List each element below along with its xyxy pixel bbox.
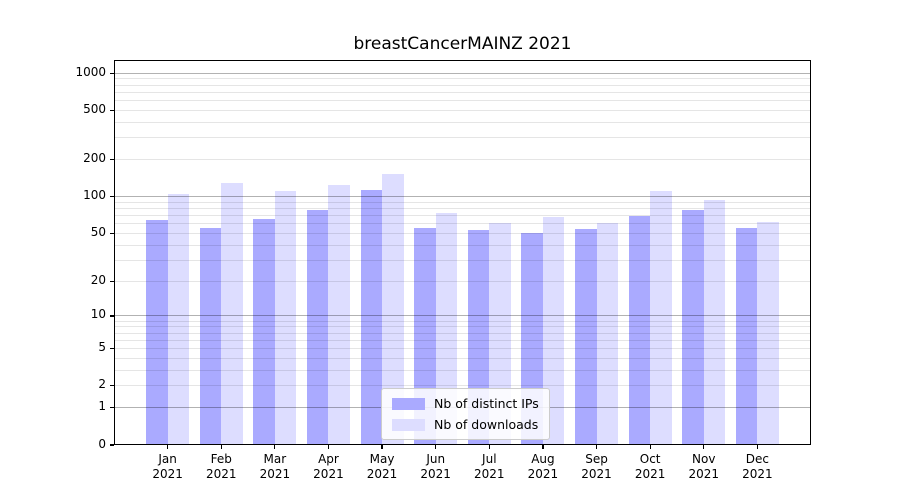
bar-jan-downloads	[167, 194, 190, 445]
bar-may-downloads	[382, 174, 404, 445]
y-tick-label: 0	[98, 436, 106, 451]
bar-may-distinct-ips	[360, 190, 383, 445]
bar-sep-distinct-ips	[575, 229, 597, 445]
x-tick-mark	[756, 445, 758, 449]
bar-nov-distinct-ips	[682, 209, 704, 445]
y-tick-label: 20	[90, 272, 106, 287]
bar-oct-distinct-ips	[628, 215, 651, 445]
y-tick-label: 1	[98, 399, 106, 414]
legend-label-downloads: Nb of downloads	[434, 417, 539, 432]
x-tick-label: Dec 2021	[742, 452, 773, 481]
bar-feb-distinct-ips	[199, 228, 222, 445]
y-tick-label: 100	[83, 188, 106, 203]
x-tick-label: Jun 2021	[420, 452, 451, 481]
x-tick-label: Aug 2021	[527, 452, 559, 481]
legend-entry-distinct-ips: Nb of distinct IPs	[392, 396, 539, 411]
major-gridline	[114, 196, 811, 198]
minor-gridline	[114, 91, 811, 93]
x-tick-label: Nov 2021	[688, 452, 720, 481]
x-tick-label: Oct 2021	[634, 452, 666, 481]
legend-swatch-distinct-ips-icon	[392, 397, 425, 410]
bar-dec-downloads	[757, 222, 779, 445]
x-tick-mark	[220, 445, 222, 449]
y-tick-label: 10	[90, 307, 106, 322]
y-tick-mark	[109, 109, 114, 112]
y-tick-mark	[109, 444, 114, 446]
minor-gridline	[114, 84, 811, 86]
bar-nov-downloads	[703, 199, 726, 445]
bar-sep-downloads	[596, 222, 619, 445]
x-tick-label: Jan 2021	[152, 452, 183, 481]
x-tick-mark	[435, 445, 437, 449]
y-tick-label: 1000	[75, 64, 106, 79]
y-tick-mark	[109, 232, 114, 235]
y-tick-label: 2	[98, 377, 106, 392]
x-tick-mark	[649, 445, 651, 449]
bar-mar-distinct-ips	[253, 218, 275, 445]
minor-gridline	[114, 121, 811, 123]
y-tick-mark	[109, 347, 114, 350]
major-gridline	[114, 72, 811, 74]
legend-entry-downloads: Nb of downloads	[392, 417, 539, 432]
bar-jan-distinct-ips	[146, 219, 168, 445]
minor-gridline	[114, 100, 811, 102]
bar-jun-downloads	[435, 212, 458, 445]
minor-gridline	[114, 110, 811, 111]
y-tick-mark	[109, 385, 114, 387]
x-tick-mark	[274, 445, 276, 449]
x-tick-label: Sep 2021	[581, 452, 612, 481]
y-tick-mark	[109, 159, 114, 161]
bar-apr-downloads	[328, 184, 350, 445]
x-tick-label: Apr 2021	[313, 452, 344, 481]
y-tick-label: 50	[90, 224, 106, 239]
minor-gridline	[114, 137, 811, 139]
legend: Nb of distinct IPs Nb of downloads	[381, 388, 550, 440]
y-tick-label: 5	[98, 340, 106, 355]
y-tick-label: 500	[83, 102, 106, 116]
legend-swatch-downloads-icon	[392, 418, 425, 431]
y-tick-label: 200	[83, 151, 106, 166]
x-tick-mark	[381, 445, 383, 449]
y-tick-mark	[109, 280, 114, 282]
x-tick-label: Feb 2021	[205, 452, 237, 481]
x-tick-mark	[542, 445, 544, 449]
bar-oct-downloads	[650, 190, 672, 445]
x-tick-mark	[327, 445, 330, 449]
y-tick-mark	[109, 196, 114, 198]
y-tick-mark	[109, 72, 114, 74]
y-tick-mark	[109, 407, 114, 409]
minor-gridline	[114, 159, 811, 161]
minor-gridline	[114, 78, 811, 80]
bar-apr-distinct-ips	[306, 209, 329, 445]
x-tick-mark	[595, 445, 598, 449]
x-tick-mark	[167, 445, 169, 449]
legend-label-distinct-ips: Nb of distinct IPs	[434, 396, 539, 411]
bar-dec-distinct-ips	[735, 228, 758, 445]
bar-feb-downloads	[221, 182, 243, 445]
x-tick-label: Jul 2021	[474, 452, 505, 481]
x-tick-label: Mar 2021	[259, 452, 291, 481]
x-tick-label: May 2021	[366, 452, 398, 481]
chart-title: breastCancerMAINZ 2021	[353, 34, 572, 54]
x-tick-mark	[703, 445, 705, 449]
x-tick-mark	[488, 445, 490, 449]
y-tick-mark	[109, 315, 114, 317]
bar-mar-downloads	[274, 190, 297, 445]
